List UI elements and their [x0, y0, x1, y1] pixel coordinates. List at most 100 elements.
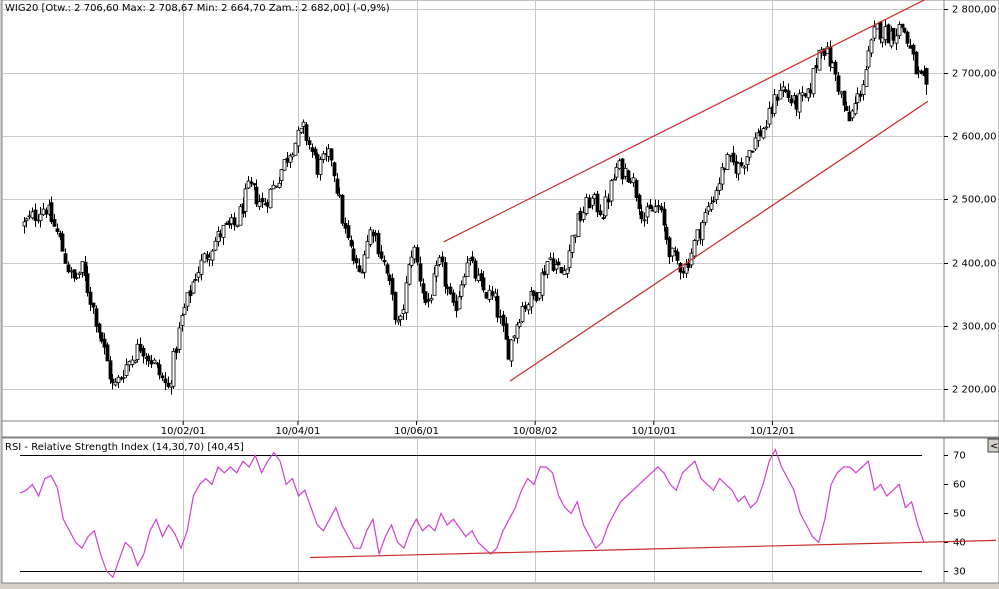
candle-up	[609, 180, 614, 202]
candle-up	[526, 304, 531, 311]
candle-down	[307, 140, 312, 146]
candle-up	[767, 108, 772, 125]
candlestick-series	[22, 19, 929, 395]
candle-up	[133, 360, 138, 363]
candle-down	[160, 375, 165, 379]
candle-down	[506, 339, 511, 360]
candle-down	[354, 258, 359, 264]
candle-down	[85, 273, 90, 293]
candle-up	[476, 274, 481, 281]
candle-up	[180, 314, 185, 326]
candle-down	[686, 263, 691, 268]
candle-down	[908, 45, 913, 49]
candle-down	[473, 260, 478, 279]
candle-up	[130, 359, 135, 365]
candle-up	[290, 154, 295, 158]
rsi-plot-area[interactable]	[1, 437, 945, 584]
price-tick-label: 2 400,00	[952, 259, 997, 270]
scroll-left-icon: <	[990, 441, 998, 452]
candle-down	[443, 262, 448, 287]
candle-up	[850, 110, 855, 119]
candle-up	[213, 240, 218, 251]
candle-down	[911, 44, 916, 55]
candle-up	[301, 121, 306, 127]
price-tick-label: 2 600,00	[952, 132, 997, 143]
price-channel-line	[443, 0, 926, 243]
candle-up	[38, 213, 43, 222]
candle-down	[423, 291, 428, 304]
scroll-left-button[interactable]: <	[987, 438, 999, 453]
candle-up	[717, 183, 722, 191]
candle-down	[531, 290, 536, 296]
candle-down	[260, 198, 265, 203]
candle-down	[218, 233, 223, 238]
candle-down	[426, 299, 431, 302]
candle-up	[121, 377, 126, 379]
candle-up	[74, 277, 79, 279]
candle-up	[362, 254, 367, 273]
candle-up	[709, 203, 714, 210]
date-tick-label: 10/06/01	[394, 426, 439, 437]
candle-down	[914, 51, 919, 75]
candle-up	[603, 196, 608, 217]
price-plot-area[interactable]	[1, 0, 945, 422]
candle-up	[614, 166, 619, 178]
candle-down	[385, 264, 390, 274]
candle-up	[407, 264, 412, 285]
candle-up	[202, 253, 207, 263]
price-y-axis	[943, 0, 999, 422]
candle-down	[174, 348, 179, 353]
candle-down	[731, 152, 736, 163]
rsi-grid	[183, 438, 773, 583]
candle-down	[393, 291, 398, 320]
candle-down	[542, 271, 547, 276]
candle-up	[817, 50, 822, 71]
candle-up	[404, 282, 409, 314]
candle-down	[919, 70, 924, 74]
candle-down	[445, 286, 450, 290]
candle-down	[786, 90, 791, 99]
candle-up	[30, 211, 35, 219]
candle-up	[517, 322, 522, 327]
candle-up	[459, 284, 464, 297]
candle-down	[335, 178, 340, 194]
rsi-trendline	[309, 539, 997, 559]
candle-down	[376, 232, 381, 255]
candle-down	[833, 61, 838, 75]
candle-up	[883, 26, 888, 41]
candle-up	[41, 208, 46, 216]
rsi-tick-label: 70	[953, 451, 966, 462]
candle-up	[171, 350, 176, 387]
candle-down	[44, 209, 49, 215]
candle-up	[365, 241, 370, 259]
candle-down	[601, 217, 606, 220]
candle-down	[667, 237, 672, 258]
candle-up	[22, 221, 27, 227]
candle-down	[97, 323, 102, 333]
candle-up	[700, 222, 705, 241]
candle-up	[703, 212, 708, 223]
candle-up	[299, 127, 304, 133]
candle-up	[855, 93, 860, 104]
candle-down	[578, 210, 583, 221]
candle-down	[99, 332, 104, 342]
candle-up	[540, 272, 545, 296]
candle-down	[878, 21, 883, 40]
price-tick-label: 2 700,00	[952, 69, 997, 80]
candle-up	[864, 69, 869, 87]
candle-down	[332, 162, 337, 177]
candle-up	[191, 281, 196, 294]
candle-up	[623, 167, 628, 177]
candle-up	[797, 93, 802, 113]
candle-up	[706, 206, 711, 212]
rsi-tick-label: 60	[953, 480, 966, 491]
candle-down	[675, 251, 680, 261]
price-tick-label: 2 500,00	[952, 195, 997, 206]
candle-up	[196, 272, 201, 278]
candle-up	[916, 70, 921, 73]
candle-down	[470, 256, 475, 261]
candle-up	[612, 178, 617, 181]
candle-up	[210, 250, 215, 261]
candle-up	[642, 219, 647, 222]
